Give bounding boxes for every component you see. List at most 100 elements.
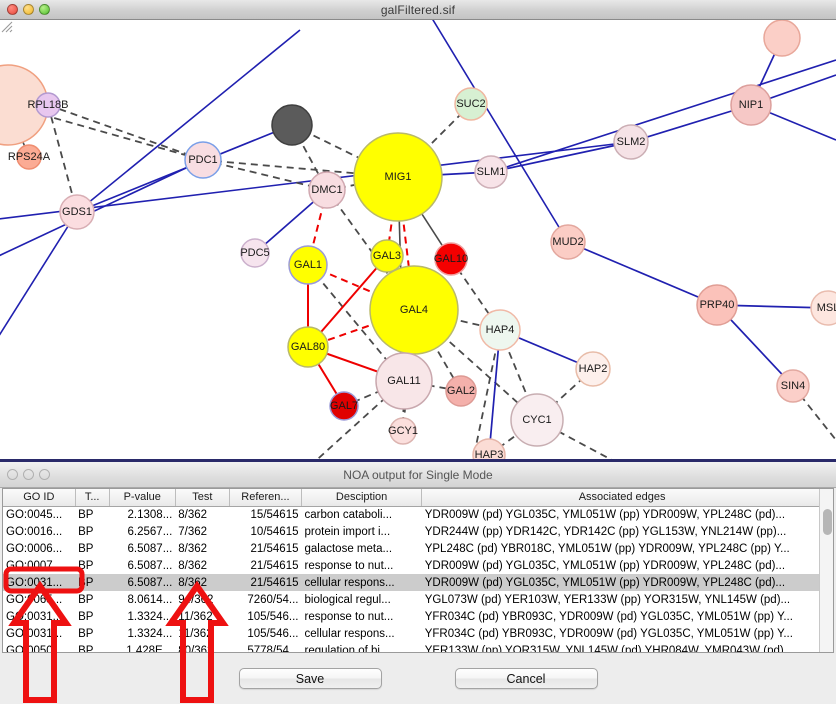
- cell-p-value: 2.1308...: [127, 508, 173, 521]
- graph-node-slm2[interactable]: [613, 124, 649, 160]
- cell-go-id: GO:0031...: [6, 610, 63, 623]
- save-button[interactable]: Save: [238, 668, 382, 689]
- column-header-reference[interactable]: Referen...: [229, 489, 303, 507]
- graph-node-gal4[interactable]: [369, 265, 459, 355]
- table-row[interactable]: GO:0065... BP 8.0614... 94/362 7260/54... bio…: [3, 591, 823, 608]
- cell-type: BP: [78, 644, 94, 653]
- network-graph-svg[interactable]: RPL18BRPS24AGDS1PDC1PDC5SUC2MIG1DMC1SLM1…: [0, 20, 836, 460]
- column-header-type[interactable]: T...: [75, 489, 110, 507]
- table-row[interactable]: GO:0007... BP 6.5087... 8/362 21/54615 respon…: [3, 557, 823, 574]
- cell-type: BP: [78, 542, 94, 555]
- noa-minimize-button[interactable]: [23, 469, 34, 480]
- cell-associated-edges: YGL073W (pd) YER103W, YER133W (pp) YOR31…: [424, 593, 791, 606]
- graph-node-top-right-pk[interactable]: [763, 20, 801, 57]
- graph-edge: [490, 141, 632, 173]
- column-header-test[interactable]: Test: [175, 489, 230, 507]
- noa-close-button[interactable]: [7, 469, 18, 480]
- table-scrollbar-thumb[interactable]: [823, 509, 832, 535]
- cell-test: 80/362: [178, 644, 214, 653]
- graph-node-dark-node[interactable]: [271, 104, 313, 146]
- graph-node-gal11[interactable]: [375, 352, 433, 410]
- graph-node-pdc5[interactable]: [240, 238, 270, 268]
- graph-node-slm1[interactable]: [474, 155, 508, 189]
- cell-go-id: GO:0050...: [6, 644, 63, 653]
- graph-node-gal7[interactable]: [329, 391, 359, 421]
- cell-type: BP: [78, 508, 94, 521]
- cell-go-id: GO:0065...: [6, 593, 63, 606]
- window-titlebar: galFiltered.sif: [0, 0, 836, 20]
- noa-results-table[interactable]: GO ID T... P-value Test Referen... Desci…: [3, 489, 823, 653]
- graph-node-rpl18b[interactable]: [35, 92, 61, 118]
- cell-go-id: GO:0045...: [6, 508, 63, 521]
- cell-type: BP: [78, 627, 94, 640]
- cell-reference: 105/546...: [247, 627, 299, 640]
- noa-zoom-button[interactable]: [39, 469, 50, 480]
- cell-reference: 7260/54...: [247, 593, 299, 606]
- minimize-button[interactable]: [23, 4, 34, 15]
- noa-results-table-container[interactable]: GO ID T... P-value Test Referen... Desci…: [2, 488, 834, 653]
- graph-node-mig1[interactable]: [353, 132, 443, 222]
- cancel-button[interactable]: Cancel: [454, 668, 598, 689]
- column-header-p-value[interactable]: P-value: [109, 489, 176, 507]
- graph-node-hap4[interactable]: [479, 309, 521, 351]
- graph-node-gcy1[interactable]: [389, 417, 417, 445]
- graph-node-gal1[interactable]: [288, 245, 328, 285]
- table-row[interactable]: GO:0031... BP 1.3324... 11/362 105/546... res…: [3, 608, 823, 625]
- graph-node-rps24a[interactable]: [16, 144, 42, 170]
- cell-associated-edges: YDR244W (pp) YDR142C, YDR142C (pp) YGL15…: [424, 525, 787, 538]
- graph-node-pdc1[interactable]: [184, 141, 222, 179]
- graph-edge: [7, 104, 204, 161]
- table-row[interactable]: GO:0031... BP 1.3324... 11/362 105/546... cel…: [3, 625, 823, 642]
- graph-node-nip1[interactable]: [730, 84, 772, 126]
- cell-reference: 21/54615: [229, 574, 302, 591]
- cell-go-id: GO:0007...: [6, 559, 63, 572]
- cell-reference: 10/54615: [250, 525, 299, 538]
- cell-description: regulation of bi...: [304, 644, 390, 653]
- cell-test: 8/362: [178, 559, 208, 572]
- cell-associated-edges: YER133W (pp) YOR315W, YNL145W (pd) YHR08…: [424, 644, 794, 653]
- close-button[interactable]: [7, 4, 18, 15]
- cell-go-id: GO:0006...: [6, 542, 63, 555]
- table-vertical-scrollbar[interactable]: [819, 489, 833, 652]
- column-header-go-id[interactable]: GO ID: [3, 489, 76, 507]
- noa-panel-title: NOA output for Single Mode: [343, 467, 493, 482]
- column-header-associated-edges[interactable]: Associated edges: [421, 489, 823, 507]
- graph-node-gds1[interactable]: [59, 194, 95, 230]
- graph-node-hap2[interactable]: [575, 351, 611, 387]
- graph-edge: [567, 241, 718, 306]
- network-graph-canvas[interactable]: RPL18B RPS24A GDS1 PDC1 PDC5 SUC2 MIG1 DMC1 SLM1…: [0, 20, 836, 460]
- cell-p-value: 6.5087...: [109, 574, 176, 591]
- table-row[interactable]: GO:0031... BP 6.5087... 8/362 21/54615 cellul…: [3, 574, 823, 591]
- graph-node-suc2[interactable]: [454, 87, 488, 121]
- graph-node-dmc1[interactable]: [308, 171, 346, 209]
- cell-p-value: 6.5087...: [127, 559, 173, 572]
- cell-reference: 15/54615: [250, 508, 299, 521]
- graph-node-sin4[interactable]: [776, 369, 810, 403]
- cell-test: 11/362: [178, 610, 213, 623]
- graph-edge: [76, 29, 301, 213]
- graph-node-gal3[interactable]: [370, 239, 404, 273]
- cell-type: BP: [78, 525, 94, 538]
- table-row[interactable]: GO:0050... BP 1.428E... 80/362 5778/54... reg…: [3, 642, 823, 653]
- cell-p-value: 6.5087...: [127, 542, 173, 555]
- cell-test: 7/362: [178, 525, 208, 538]
- noa-output-panel: NOA output for Single Mode GO ID T... P-…: [0, 460, 836, 704]
- cell-go-id: GO:0031...: [3, 574, 76, 591]
- graph-node-prp40[interactable]: [696, 284, 738, 326]
- table-row[interactable]: GO:0006... BP 6.5087... 8/362 21/54615 galact…: [3, 540, 823, 557]
- cell-description: response to nut...: [304, 559, 394, 572]
- table-row[interactable]: GO:0045... BP 2.1308... 8/362 15/54615 carbon…: [3, 506, 823, 523]
- graph-node-msl[interactable]: [810, 290, 836, 326]
- graph-node-gal2[interactable]: [445, 375, 477, 407]
- cell-reference: 21/54615: [250, 542, 299, 555]
- resize-grip-icon[interactable]: [0, 20, 13, 33]
- graph-node-cyc1[interactable]: [510, 393, 564, 447]
- graph-node-gal80[interactable]: [287, 326, 329, 368]
- column-header-description[interactable]: Desciption: [301, 489, 423, 507]
- graph-node-hap3[interactable]: [472, 438, 506, 460]
- cell-associated-edges: YDR009W (pd) YGL035C, YML051W (pp) YDR00…: [424, 559, 786, 572]
- table-row[interactable]: GO:0016... BP 6.2567... 7/362 10/54615 protei…: [3, 523, 823, 540]
- zoom-button[interactable]: [39, 4, 50, 15]
- graph-node-mud2[interactable]: [550, 224, 586, 260]
- graph-node-gal10[interactable]: [434, 242, 468, 276]
